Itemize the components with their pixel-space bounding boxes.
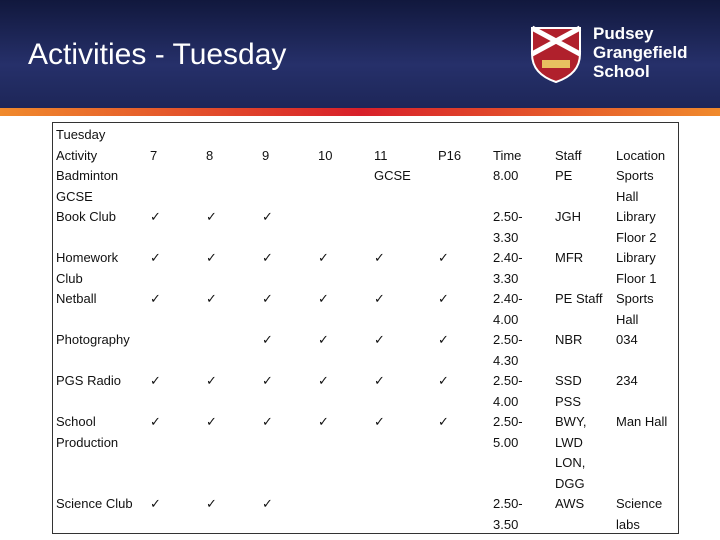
school-line: Grangefield bbox=[593, 43, 688, 62]
check: ✓ bbox=[206, 250, 217, 265]
crest bbox=[530, 25, 582, 84]
cell-text: 2.50- 5.00 bbox=[493, 414, 523, 450]
cell-text: Sports Hall bbox=[616, 291, 654, 327]
cell-text: Sports Hall bbox=[616, 168, 654, 204]
cell-text: 2.50- 4.30 bbox=[493, 332, 523, 368]
check: ✓ bbox=[206, 373, 217, 388]
check: ✓ bbox=[374, 373, 385, 388]
cell-text: AWS bbox=[555, 496, 585, 511]
check: ✓ bbox=[262, 496, 273, 511]
check: ✓ bbox=[262, 250, 273, 265]
check: ✓ bbox=[318, 332, 329, 347]
cell-text: 8.00 bbox=[493, 168, 519, 183]
check: ✓ bbox=[206, 291, 217, 306]
check: ✓ bbox=[150, 373, 161, 388]
check: ✓ bbox=[374, 332, 385, 347]
check: ✓ bbox=[374, 414, 385, 429]
check: ✓ bbox=[262, 291, 273, 306]
cell-text: Man Hall bbox=[616, 414, 668, 429]
cell-text: Homework Club bbox=[56, 250, 119, 286]
cell-text: 9 bbox=[262, 148, 270, 163]
cell-text: School Production bbox=[56, 414, 119, 450]
cell-text: PE bbox=[555, 168, 573, 183]
cell-text: Library Floor 2 bbox=[616, 209, 657, 245]
school-name: Pudsey Grangefield School bbox=[593, 24, 687, 81]
check: ✓ bbox=[206, 209, 217, 224]
cell-text: Science Club bbox=[56, 496, 133, 511]
cell-text: Tuesday bbox=[56, 127, 106, 142]
cell-text: Location bbox=[616, 148, 666, 163]
cell-text: 10 bbox=[318, 148, 333, 163]
school-line: Pudsey bbox=[593, 24, 654, 43]
cell-text: 2.50- 3.50 bbox=[493, 496, 523, 532]
check: ✓ bbox=[262, 209, 273, 224]
table: Tuesday Activity 7 8 9 10 11 P16 Time Staff Locati… bbox=[52, 122, 679, 534]
check: ✓ bbox=[438, 332, 449, 347]
check: ✓ bbox=[374, 250, 385, 265]
check: ✓ bbox=[150, 496, 161, 511]
check: ✓ bbox=[438, 291, 449, 306]
cell-text: Badminton GCSE bbox=[56, 168, 119, 204]
check: ✓ bbox=[438, 414, 449, 429]
check: ✓ bbox=[206, 496, 217, 511]
check: ✓ bbox=[262, 414, 273, 429]
check: ✓ bbox=[318, 250, 329, 265]
check: ✓ bbox=[150, 250, 161, 265]
check: ✓ bbox=[318, 414, 329, 429]
cell-text: PE Staff bbox=[555, 291, 603, 306]
cell-text: Staff bbox=[555, 148, 582, 163]
cell-text: 2.40- 4.00 bbox=[493, 291, 523, 327]
cell-text: BWY, LWD LON, DGG bbox=[555, 414, 587, 491]
cell-text: Activity bbox=[56, 148, 98, 163]
cell-text: Time bbox=[493, 148, 522, 163]
cell-text: 7 bbox=[150, 148, 158, 163]
cell-text: 8 bbox=[206, 148, 214, 163]
check: ✓ bbox=[150, 414, 161, 429]
check: ✓ bbox=[262, 332, 273, 347]
cell-text: 2.40- 3.30 bbox=[493, 250, 523, 286]
check: ✓ bbox=[374, 291, 385, 306]
check: ✓ bbox=[318, 373, 329, 388]
cell-text: JGH bbox=[555, 209, 581, 224]
cell-text: Book Club bbox=[56, 209, 116, 224]
check: ✓ bbox=[262, 373, 273, 388]
check: ✓ bbox=[150, 209, 161, 224]
title: Activities - Tuesday bbox=[28, 38, 287, 71]
check: ✓ bbox=[150, 291, 161, 306]
header-band bbox=[0, 0, 720, 108]
check: ✓ bbox=[318, 291, 329, 306]
cell-text: GCSE bbox=[374, 168, 411, 183]
cell-text: 2.50- 4.00 bbox=[493, 373, 523, 409]
school-line: School bbox=[593, 62, 650, 81]
cell-text: 234 bbox=[616, 373, 638, 388]
accent-bar bbox=[0, 108, 720, 116]
cell-text: Library Floor 1 bbox=[616, 250, 657, 286]
check: ✓ bbox=[206, 414, 217, 429]
cell-text: MFR bbox=[555, 250, 584, 265]
check: ✓ bbox=[438, 373, 449, 388]
cell-text: Netball bbox=[56, 291, 97, 306]
cell-text: 11 bbox=[374, 148, 388, 163]
cell-text: Science labs bbox=[616, 496, 663, 532]
cell-text: 2.50- 3.30 bbox=[493, 209, 523, 245]
cell-text: SSD PSS bbox=[555, 373, 582, 409]
cell-text: P16 bbox=[438, 148, 462, 163]
cell-text: 034 bbox=[616, 332, 638, 347]
cell-text: PGS Radio bbox=[56, 373, 122, 388]
cell-text: NBR bbox=[555, 332, 583, 347]
cell-text: Photography bbox=[56, 332, 130, 347]
check: ✓ bbox=[438, 250, 449, 265]
